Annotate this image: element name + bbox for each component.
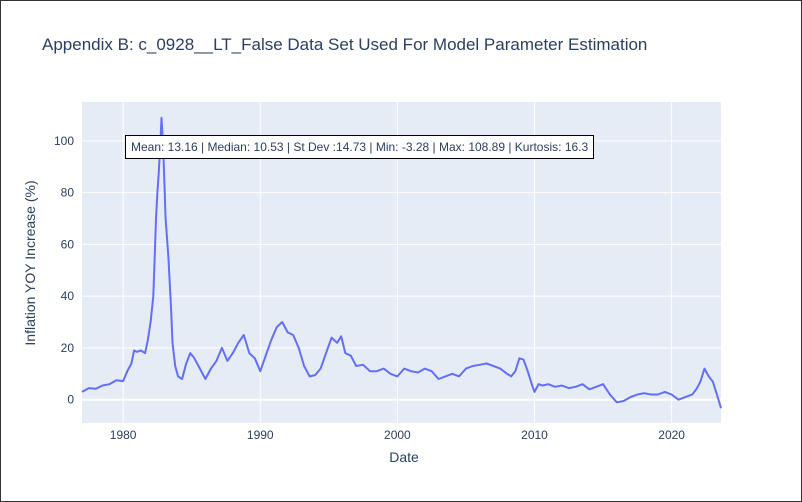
series-group — [81, 116, 722, 409]
x-tick-label: 1990 — [247, 428, 274, 442]
x-axis-title: Date — [389, 449, 419, 465]
y-tick-label: 80 — [61, 186, 75, 200]
chart-title: Appendix B: c_0928__LT_False Data Set Us… — [42, 35, 648, 54]
stats-annotation: Mean: 13.16 | Median: 10.53 | St Dev :14… — [125, 135, 595, 159]
inflation-series-line — [81, 116, 722, 409]
y-tick-label: 40 — [61, 289, 75, 303]
x-tick-labels: 1980 1990 2000 2010 2020 — [110, 428, 686, 442]
x-tick-label: 1980 — [110, 428, 137, 442]
x-tick-label: 2020 — [658, 428, 685, 442]
y-tick-label: 100 — [54, 134, 74, 148]
x-tick-label: 2010 — [521, 428, 548, 442]
y-tick-labels: 0 20 40 60 80 100 — [54, 134, 74, 407]
y-tick-label: 20 — [61, 341, 75, 355]
y-tick-label: 60 — [61, 237, 75, 251]
y-axis-title: Inflation YOY Increase (%) — [22, 180, 38, 345]
y-tick-label: 0 — [67, 393, 74, 407]
x-tick-label: 2000 — [384, 428, 411, 442]
